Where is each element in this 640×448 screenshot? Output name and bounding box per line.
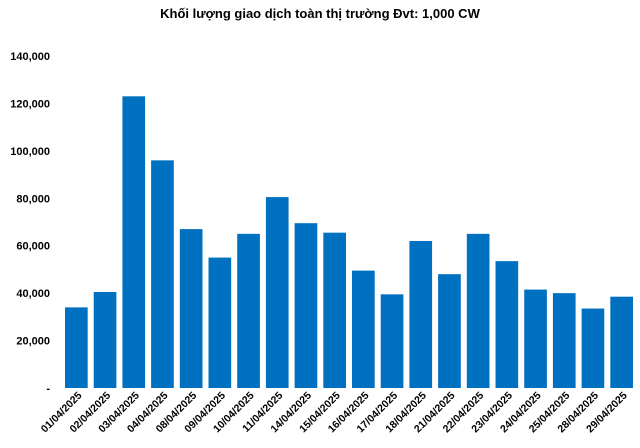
bar	[438, 274, 461, 388]
y-tick-label: 60,000	[16, 241, 50, 253]
bar	[237, 233, 260, 388]
bar	[524, 289, 547, 388]
bar	[581, 308, 605, 388]
y-tick-label: 140,000	[10, 51, 50, 63]
bar	[409, 240, 433, 388]
bar	[93, 291, 117, 388]
bar	[323, 232, 346, 388]
y-axis: - 20,000 40,000 60,000 80,000 100,000 120,000 1…	[10, 51, 50, 395]
y-tick-label: 40,000	[16, 288, 50, 300]
bar	[208, 257, 232, 388]
bar	[610, 296, 633, 388]
y-tick-label: 100,000	[10, 146, 50, 158]
y-tick-label: 80,000	[16, 193, 50, 205]
bar	[466, 233, 490, 388]
bar	[294, 223, 318, 388]
x-axis: 01/04/202502/04/202503/04/202504/04/2025…	[39, 390, 630, 436]
bar	[122, 96, 146, 389]
y-tick-label: 20,000	[16, 336, 50, 348]
bar	[495, 261, 519, 388]
bar	[265, 197, 289, 388]
chart-title: Khối lượng giao dịch toàn thị trường Đvt…	[160, 6, 480, 21]
bar	[380, 294, 404, 388]
y-tick-label: -	[46, 383, 50, 395]
bar	[65, 307, 88, 388]
bar	[352, 270, 375, 388]
bars-group	[65, 96, 633, 389]
bar	[179, 229, 203, 388]
y-tick-label: 120,000	[10, 98, 50, 110]
bar	[151, 160, 174, 388]
bar	[552, 293, 576, 388]
